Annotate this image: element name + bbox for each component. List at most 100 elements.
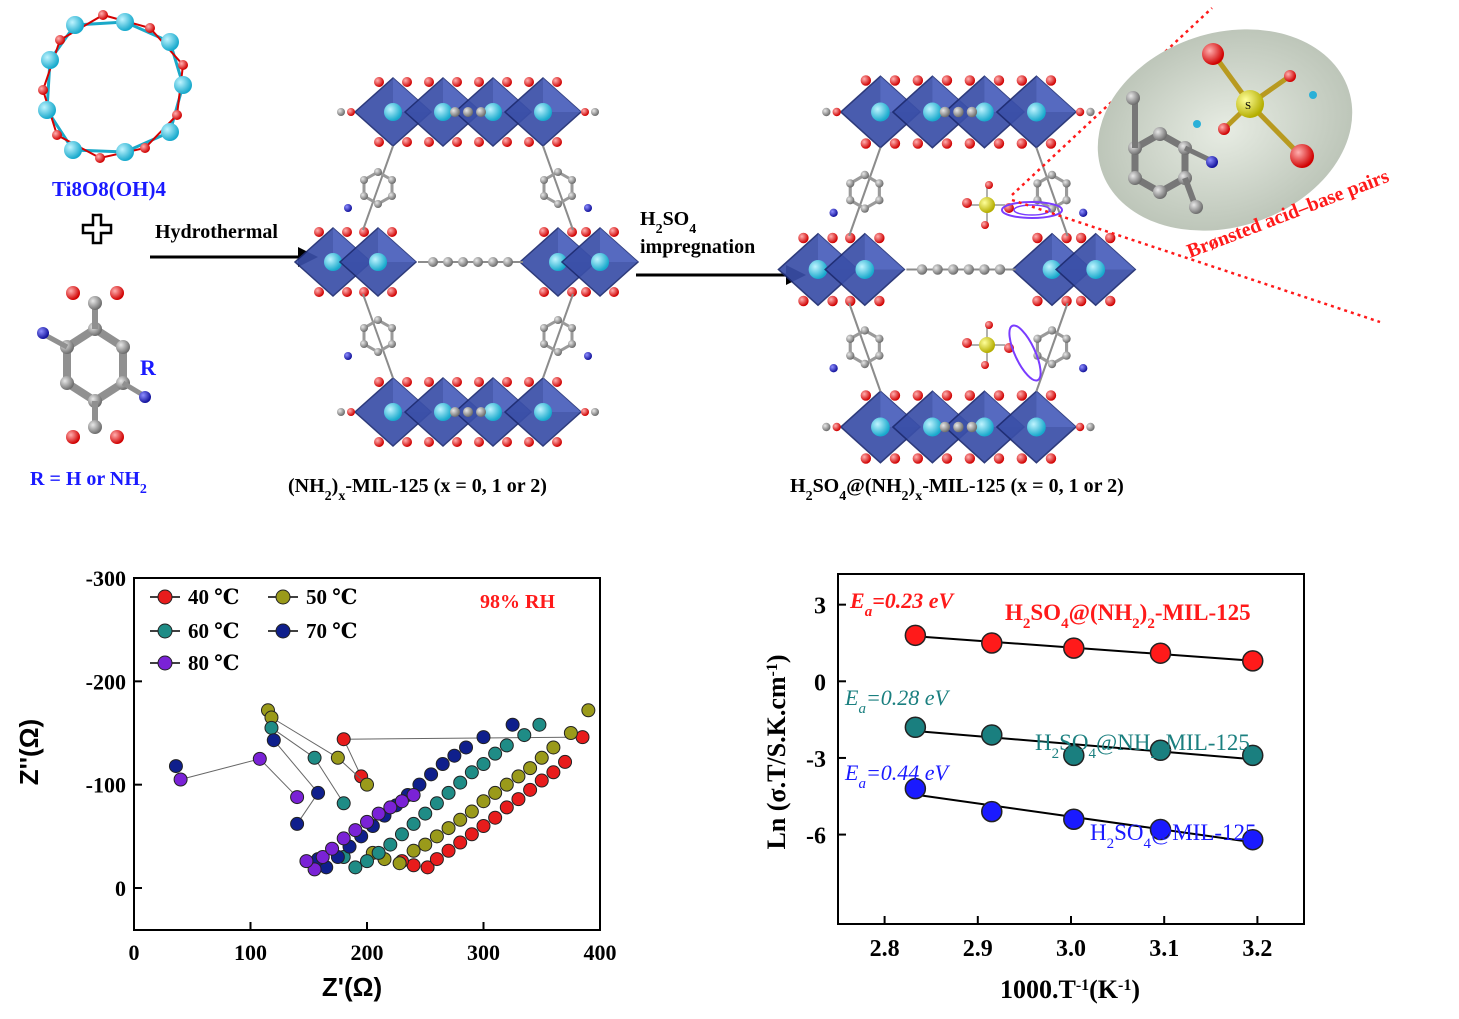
arrhenius-point [1063, 744, 1085, 767]
nyquist-point [441, 785, 456, 800]
ea-label-teal: Ea=0.28 eV [844, 685, 951, 717]
nyquist-point [459, 740, 474, 755]
arrhenius-point [981, 632, 1003, 654]
nyquist-point [377, 852, 392, 867]
nyquist-series-0 [336, 730, 590, 875]
nyquist-point [429, 829, 444, 844]
arrhenius-point [1149, 642, 1172, 664]
nyquist-point [546, 765, 561, 780]
nyquist-point [534, 750, 549, 765]
nyquist-point [532, 717, 547, 732]
nyquist-point [394, 854, 409, 869]
nyquist-point [488, 810, 503, 825]
arrhenius-y-tick-label: 0 [814, 670, 826, 696]
arrhenius-fit-line [915, 635, 1253, 662]
nyquist-point [383, 837, 398, 852]
arrhenius-x-tick-label: 3.0 [1056, 936, 1086, 962]
legend-marker [157, 623, 173, 639]
nyquist-point [389, 798, 404, 813]
arrhenius-point [904, 777, 927, 800]
legend-label: 60 ℃ [188, 619, 239, 643]
nyquist-point [168, 759, 183, 774]
mof-framework-2 [778, 75, 1135, 463]
nyquist-point [488, 746, 503, 761]
nyquist-point [290, 790, 305, 805]
nyquist-point [400, 788, 415, 802]
nyquist-point [441, 843, 456, 858]
nyquist-connector [343, 736, 583, 740]
nyquist-point [336, 796, 351, 811]
arrhenius-fit-line [915, 793, 1253, 844]
nyquist-point [406, 816, 421, 831]
arrhenius-x-tick-label: 3.1 [1149, 936, 1179, 962]
nyquist-point [424, 767, 439, 782]
arrhenius-point [1063, 637, 1085, 659]
arrhenius-ticks: 2.8 2.9 3.0 3.1 3.2 3 0 -3 -6 [806, 594, 1272, 962]
nyquist-y-tick-label: -200 [86, 669, 126, 694]
nyquist-point [330, 850, 345, 864]
nyquist-point [441, 821, 456, 836]
arrhenius-fit-line [915, 729, 1253, 761]
nyquist-point [563, 726, 578, 740]
arrhenius-series [904, 624, 1264, 851]
nyquist-point [336, 732, 351, 747]
nyquist-point [499, 800, 514, 815]
nyquist-point [342, 839, 357, 854]
legend-label: 80 ℃ [188, 651, 239, 675]
nyquist-point [365, 845, 380, 860]
nyquist-point [476, 730, 491, 745]
nyquist-point [406, 788, 421, 802]
zoom-lines [1011, 7, 1381, 324]
r-definition: R = H or NH2 [30, 468, 147, 497]
nyquist-point [354, 829, 369, 844]
nyquist-connector [337, 757, 368, 786]
arrow-hydrothermal [150, 247, 318, 267]
arrhenius-point [1149, 818, 1172, 841]
arrhenius-x-tick-label: 2.8 [870, 936, 900, 962]
nyquist-point [453, 775, 468, 790]
nyquist-x-tick-label: 300 [467, 940, 500, 965]
nyquist-point [406, 843, 421, 858]
nyquist-point [311, 852, 326, 867]
nyquist-point [266, 733, 281, 748]
legend-label: 50 ℃ [306, 585, 357, 609]
arrhenius-point [1149, 739, 1172, 762]
nyquist-connector [271, 727, 315, 759]
nyquist-point [476, 819, 491, 833]
nyquist-series-1 [260, 703, 596, 871]
nyquist-point [252, 751, 267, 766]
nyquist-point [360, 854, 374, 869]
arrhenius-x-tick-label: 2.9 [963, 936, 993, 962]
nyquist-point [371, 845, 386, 860]
nyquist-point [307, 862, 322, 877]
nyquist-point [377, 808, 392, 823]
arrhenius-x-tick-label: 3.2 [1242, 936, 1272, 962]
nyquist-point [558, 754, 573, 769]
h2so4-molecule-upper [962, 181, 1063, 229]
nyquist-series-4 [173, 751, 421, 877]
nyquist-connector [271, 717, 339, 759]
nyquist-point [264, 720, 279, 735]
arrhenius-x-axis-label: 1000.T-1(K-1) [1000, 975, 1140, 1004]
nyquist-point [392, 856, 407, 871]
nyquist-point [523, 782, 538, 797]
synthesis-scheme: Ti8O8(OH)4 R R = H or NH2 Hydrothermal (… [30, 7, 1392, 504]
arrhenius-y-tick-label: -6 [806, 824, 826, 850]
nyquist-series [168, 703, 596, 877]
nyquist-point [505, 717, 520, 732]
series-label-red: H2SO4@(NH2)2-MIL-125 [1005, 600, 1251, 632]
nyquist-connector [314, 757, 345, 804]
arrhenius-plot-frame [837, 573, 1305, 925]
nyquist-point [575, 730, 590, 745]
arrow2-label-line1: H2SO4 [640, 208, 696, 237]
nyquist-ticks: 0 100 200 300 400 -300 -200 -100 0 [86, 566, 617, 965]
legend-marker [157, 655, 173, 671]
plus-icon [81, 213, 113, 245]
nyquist-point [453, 812, 468, 827]
nyquist-y-tick-label: -100 [86, 773, 126, 798]
nyquist-point [418, 837, 433, 852]
nyquist-point [394, 794, 409, 809]
series-label-blue: H2SO4@MIL-125 [1090, 820, 1257, 852]
nyquist-point [354, 769, 369, 784]
arrhenius-y-axis-label: Ln (σ.T/S.K.cm-1) [762, 654, 791, 849]
